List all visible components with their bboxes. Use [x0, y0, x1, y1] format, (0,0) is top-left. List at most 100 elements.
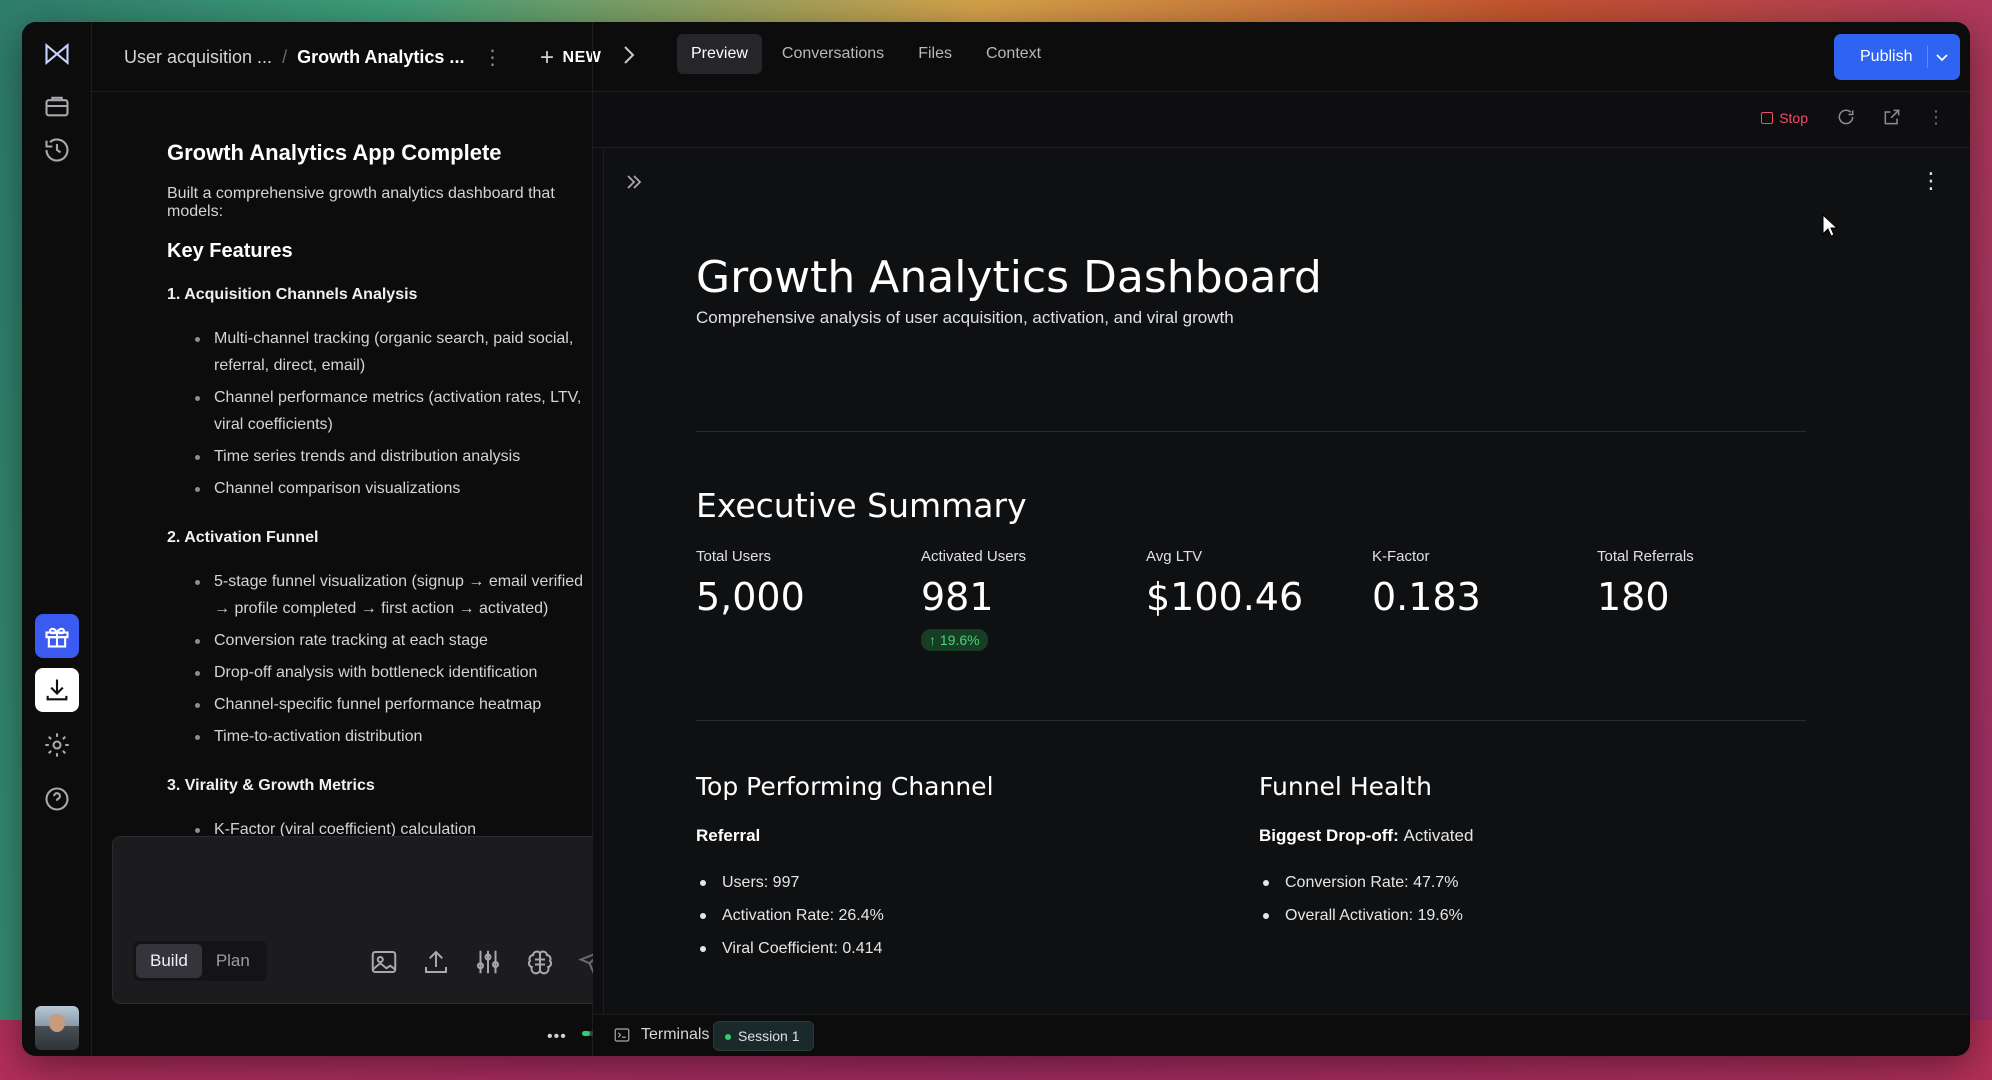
kpi-label: Total Users: [696, 548, 772, 565]
app-window: User acquisition ... / Growth Analytics …: [22, 22, 1970, 1056]
preview-toolbar: Stop ⋮: [593, 92, 1970, 148]
kpi-value: 981: [921, 575, 994, 619]
more-vertical-icon[interactable]: ⋮: [1927, 107, 1945, 127]
breadcrumb-parent[interactable]: User acquisition ...: [124, 46, 273, 67]
more-vertical-icon[interactable]: ⋮: [1920, 168, 1942, 193]
list-item: Time series trends and distribution anal…: [192, 443, 592, 470]
divider: [696, 431, 1806, 432]
biggest-dropoff-label: Biggest Drop-off:: [1259, 826, 1399, 845]
left-rail: [22, 22, 92, 1056]
panel-divider[interactable]: [592, 22, 593, 1056]
list-item: Drop-off analysis with bottleneck identi…: [192, 659, 592, 686]
mode-toggle: Build Plan: [133, 941, 267, 981]
tab-files[interactable]: Files: [918, 45, 952, 62]
avatar[interactable]: [35, 1006, 79, 1050]
stop-icon: [1761, 112, 1774, 124]
tab-context[interactable]: Context: [985, 45, 1042, 62]
list-item: Conversion rate tracking at each stage: [192, 627, 592, 654]
gift-icon[interactable]: [35, 614, 79, 658]
top-bar: User acquisition ... / Growth Analytics …: [92, 22, 1970, 92]
briefcase-icon[interactable]: [35, 84, 79, 128]
publish-button[interactable]: Publish: [1834, 34, 1960, 80]
divider: [696, 720, 1806, 721]
chevron-down-icon[interactable]: [1927, 46, 1948, 68]
composer-actions: [369, 947, 607, 977]
list-item: Multi-channel tracking (organic search, …: [192, 325, 592, 379]
logo-icon[interactable]: [35, 32, 79, 76]
kpi-total-referrals: Total Referrals 180: [1597, 548, 1817, 619]
chat-title: Growth Analytics App Complete: [167, 140, 502, 165]
new-button[interactable]: + NEW: [540, 43, 601, 73]
download-icon[interactable]: [35, 668, 79, 712]
list-item: Channel comparison visualizations: [192, 475, 592, 502]
history-icon[interactable]: [35, 128, 79, 172]
session-tab[interactable]: Session 1: [713, 1021, 815, 1051]
funnel-health-heading: Funnel Health: [1259, 772, 1432, 801]
funnel-health-stats: Conversion Rate: 47.7% Overall Activatio…: [1259, 866, 1463, 932]
mouse-cursor-icon: [1822, 213, 1839, 243]
biggest-dropoff-value: Activated: [1403, 826, 1474, 845]
list-item: Users: 997: [696, 866, 884, 899]
mode-build-button[interactable]: Build: [136, 944, 202, 978]
help-icon[interactable]: [35, 777, 79, 821]
image-icon[interactable]: [369, 947, 399, 977]
dashboard-subtitle: Comprehensive analysis of user acquisiti…: [696, 308, 1234, 327]
status-dots: •••: [547, 1028, 567, 1045]
terminals-bar: Terminals Session 1: [593, 1014, 1970, 1056]
external-link-icon[interactable]: [1882, 107, 1906, 131]
chevron-right-icon[interactable]: [620, 44, 638, 72]
preview-panel: Stop ⋮ ⋮ Growth Analytics Dashboard Comp…: [593, 92, 1970, 1021]
refresh-icon[interactable]: [1836, 107, 1860, 131]
preview-frame: ⋮ Growth Analytics Dashboard Comprehensi…: [603, 148, 1970, 1021]
dashboard-title: Growth Analytics Dashboard: [696, 252, 1322, 303]
section-heading: 3. Virality & Growth Metrics: [167, 777, 375, 794]
settings-icon[interactable]: [35, 723, 79, 767]
brain-icon[interactable]: [525, 947, 555, 977]
chat-panel: Growth Analytics App Complete Built a co…: [92, 92, 592, 992]
list-item: K-Factor (viral coefficient) calculation: [192, 816, 592, 843]
feature-list: 5-stage funnel visualization (signup → e…: [192, 568, 592, 755]
sliders-icon[interactable]: [473, 947, 503, 977]
terminals-toggle[interactable]: Terminals: [613, 1026, 709, 1044]
list-item: 5-stage funnel visualization (signup → e…: [192, 568, 592, 622]
kpi-k-factor: K-Factor 0.183: [1372, 548, 1592, 619]
feature-list: K-Factor (viral coefficient) calculation: [192, 816, 592, 848]
top-channel-name: Referral: [696, 826, 761, 845]
kpi-row: Total Users 5,000 Activated Users 981 ↑ …: [696, 548, 1806, 658]
kpi-label: Avg LTV: [1146, 548, 1203, 565]
more-vertical-icon[interactable]: ⋮: [482, 46, 503, 69]
terminals-label: Terminals: [641, 1026, 710, 1043]
chevrons-right-icon[interactable]: [624, 172, 644, 198]
prompt-composer[interactable]: Build Plan: [112, 836, 644, 1004]
executive-summary-heading: Executive Summary: [696, 486, 1027, 525]
kpi-value: 180: [1597, 575, 1670, 619]
list-item: Channel performance metrics (activation …: [192, 384, 592, 438]
kpi-label: Total Referrals: [1597, 548, 1694, 565]
kpi-total-users: Total Users 5,000: [696, 548, 916, 619]
list-item: Conversion Rate: 47.7%: [1259, 866, 1463, 899]
list-item: Viral Coefficient: 0.414: [696, 932, 884, 965]
stop-button[interactable]: Stop: [1761, 110, 1808, 126]
kpi-value: $100.46: [1146, 575, 1304, 619]
tab-preview[interactable]: Preview: [677, 34, 762, 74]
breadcrumb-current[interactable]: Growth Analytics ...: [297, 46, 465, 67]
new-button-label: NEW: [562, 49, 602, 66]
list-item: Channel-specific funnel performance heat…: [192, 691, 592, 718]
plus-icon: +: [540, 44, 555, 71]
kpi-label: K-Factor: [1372, 548, 1430, 565]
biggest-dropoff: Biggest Drop-off: Activated: [1259, 826, 1473, 846]
tab-conversations[interactable]: Conversations: [781, 45, 885, 62]
kpi-value: 0.183: [1372, 575, 1481, 619]
upload-icon[interactable]: [421, 947, 451, 977]
breadcrumb-separator: /: [282, 46, 288, 67]
mode-plan-button[interactable]: Plan: [215, 951, 250, 970]
list-item: Activation Rate: 26.4%: [696, 899, 884, 932]
section-heading: 1. Acquisition Channels Analysis: [167, 286, 418, 303]
section-heading: 2. Activation Funnel: [167, 529, 319, 546]
terminal-icon: [614, 1028, 630, 1042]
preview-tabs: Preview Conversations Files Context: [677, 34, 1055, 74]
list-item: Overall Activation: 19.6%: [1259, 899, 1463, 932]
chat-intro: Built a comprehensive growth analytics d…: [167, 185, 555, 220]
kpi-avg-ltv: Avg LTV $100.46: [1146, 548, 1366, 619]
breadcrumb: User acquisition ... / Growth Analytics …: [124, 22, 502, 92]
